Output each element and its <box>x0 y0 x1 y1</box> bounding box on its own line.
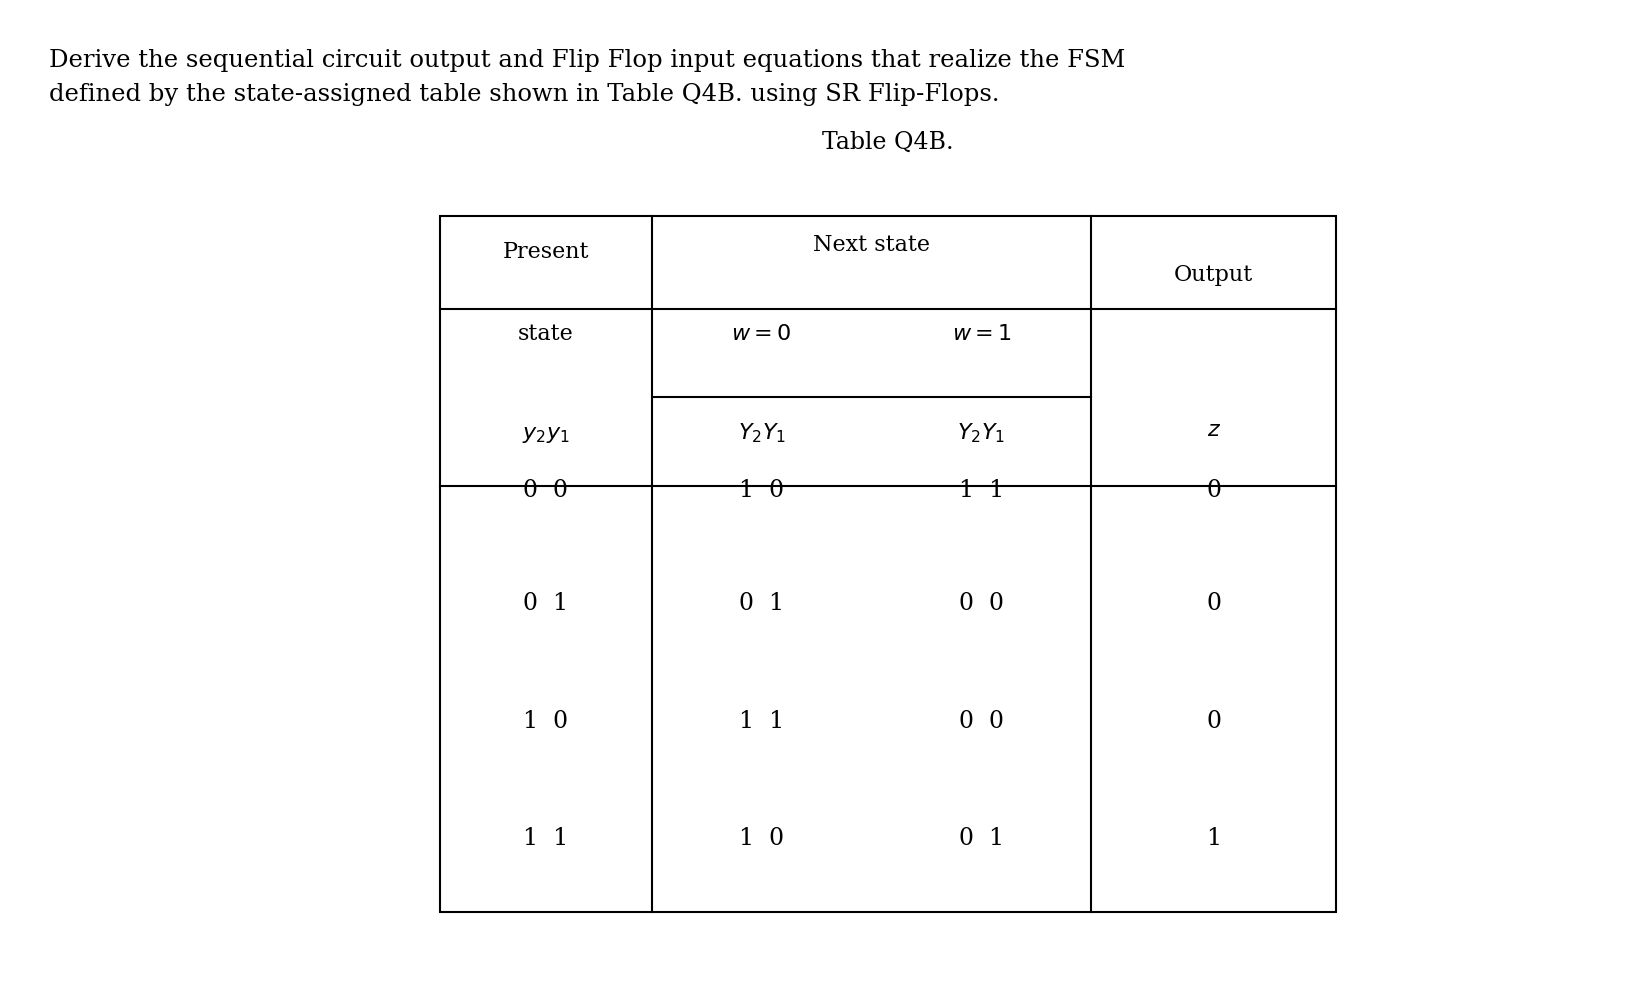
Text: 0: 0 <box>1205 479 1222 502</box>
Text: 1  1: 1 1 <box>959 479 1003 502</box>
Text: 0  0: 0 0 <box>959 709 1003 733</box>
Text: 0: 0 <box>1205 592 1222 615</box>
Text: 1  0: 1 0 <box>740 479 784 502</box>
Text: Next state: Next state <box>813 234 930 256</box>
Text: $w = 0$: $w = 0$ <box>731 323 792 344</box>
Bar <box>440 216 1336 912</box>
Text: 0  1: 0 1 <box>959 827 1003 851</box>
Text: 0: 0 <box>1205 709 1222 733</box>
Text: $Y_2 Y_1$: $Y_2 Y_1$ <box>958 422 1005 445</box>
Text: state: state <box>518 323 573 344</box>
Text: 0  1: 0 1 <box>523 592 569 615</box>
Text: $y_2 y_1$: $y_2 y_1$ <box>521 423 570 444</box>
Text: 1  0: 1 0 <box>740 827 784 851</box>
Text: Present: Present <box>502 241 590 263</box>
Text: $Y_2 Y_1$: $Y_2 Y_1$ <box>738 422 785 445</box>
Text: 0  0: 0 0 <box>523 479 569 502</box>
Text: 1  0: 1 0 <box>523 709 569 733</box>
Text: 1: 1 <box>1205 827 1222 851</box>
Text: 1  1: 1 1 <box>523 827 569 851</box>
Text: Derive the sequential circuit output and Flip Flop input equations that realize : Derive the sequential circuit output and… <box>49 49 1126 106</box>
Text: $z$: $z$ <box>1207 419 1220 440</box>
Text: Table Q4B.: Table Q4B. <box>823 130 953 154</box>
Text: 0  1: 0 1 <box>740 592 784 615</box>
Text: 0  0: 0 0 <box>959 592 1003 615</box>
Text: $w = 1$: $w = 1$ <box>951 323 1012 344</box>
Text: Output: Output <box>1175 264 1253 285</box>
Text: 1  1: 1 1 <box>740 709 784 733</box>
